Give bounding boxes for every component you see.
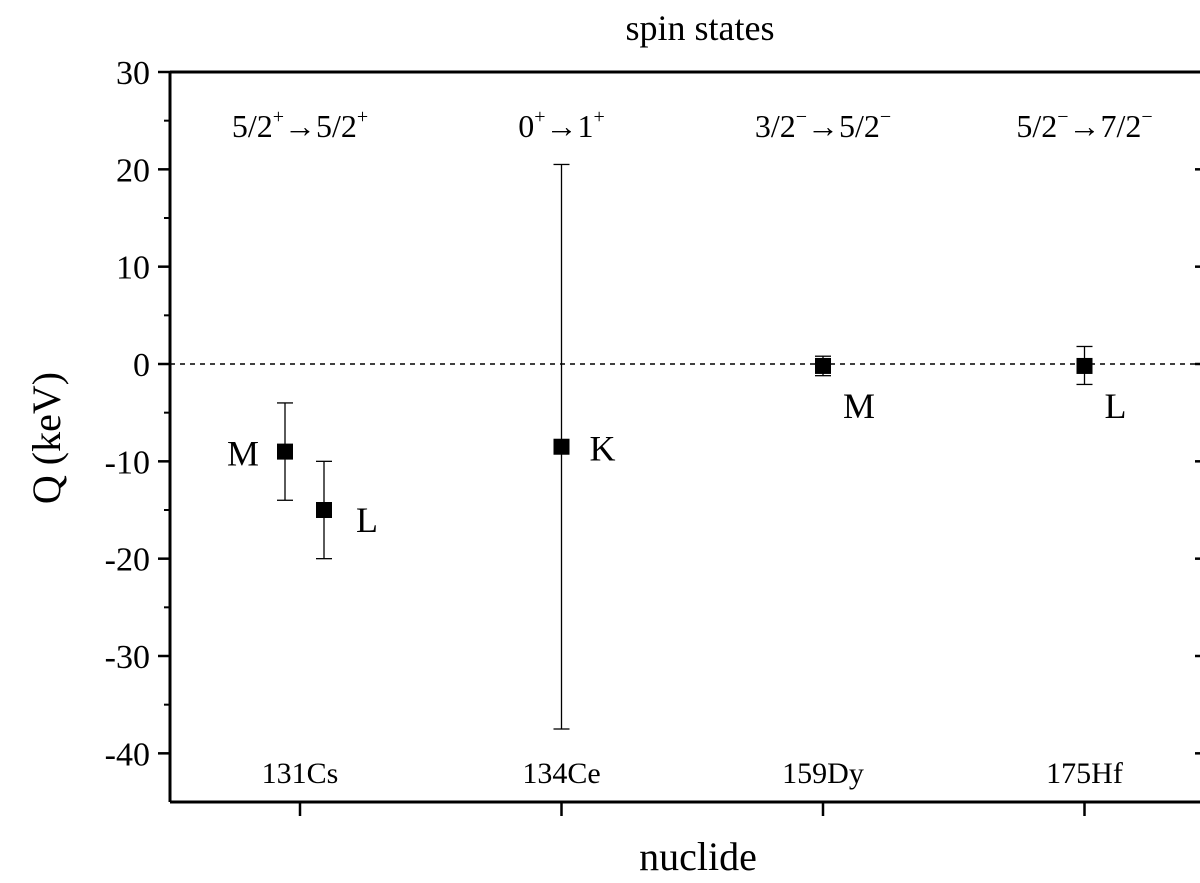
point-shell-label: M xyxy=(843,386,875,426)
y-tick-label: 0 xyxy=(133,347,150,384)
point-shell-label: K xyxy=(590,429,616,469)
nuclide-label: 175Hf xyxy=(1046,757,1123,790)
data-point xyxy=(316,502,332,518)
data-point xyxy=(277,443,293,460)
x-axis-label: nuclide xyxy=(639,834,757,878)
y-tick-label: 10 xyxy=(116,250,150,287)
nuclide-label: 131Cs xyxy=(262,757,339,790)
y-tick-label: -20 xyxy=(105,542,150,579)
nuclide-label: 159Dy xyxy=(782,757,864,790)
data-point xyxy=(1076,357,1093,374)
y-axis-label: Q (keV) xyxy=(24,372,69,504)
axes: 30 20 10 0 -10 -20 -30 -40 131Cs 5/2+→5/2+ 134Ce 0+… xyxy=(105,55,1200,816)
spin-transition-label: 0+→1+ xyxy=(518,106,605,144)
point-shell-label: M xyxy=(227,434,259,474)
y-tick-label: 20 xyxy=(116,152,150,189)
data-point xyxy=(815,357,831,374)
spin-transition-label: 5/2−→7/2− xyxy=(1016,106,1152,144)
y-tick-label: -40 xyxy=(105,736,150,773)
point-shell-label: L xyxy=(356,500,378,540)
spin-transition-label: 3/2−→5/2− xyxy=(755,106,891,144)
point-shell-label: L xyxy=(1105,386,1127,426)
data-marks: M L K M L xyxy=(227,163,1127,730)
nuclide-label: 134Ce xyxy=(522,757,600,790)
chart-title: spin states xyxy=(626,8,775,48)
y-tick-label: 30 xyxy=(116,55,150,92)
y-tick-label: -30 xyxy=(105,639,150,676)
y-tick-label: -10 xyxy=(105,444,150,481)
data-point xyxy=(553,438,570,455)
spin-transition-label: 5/2+→5/2+ xyxy=(232,106,368,144)
